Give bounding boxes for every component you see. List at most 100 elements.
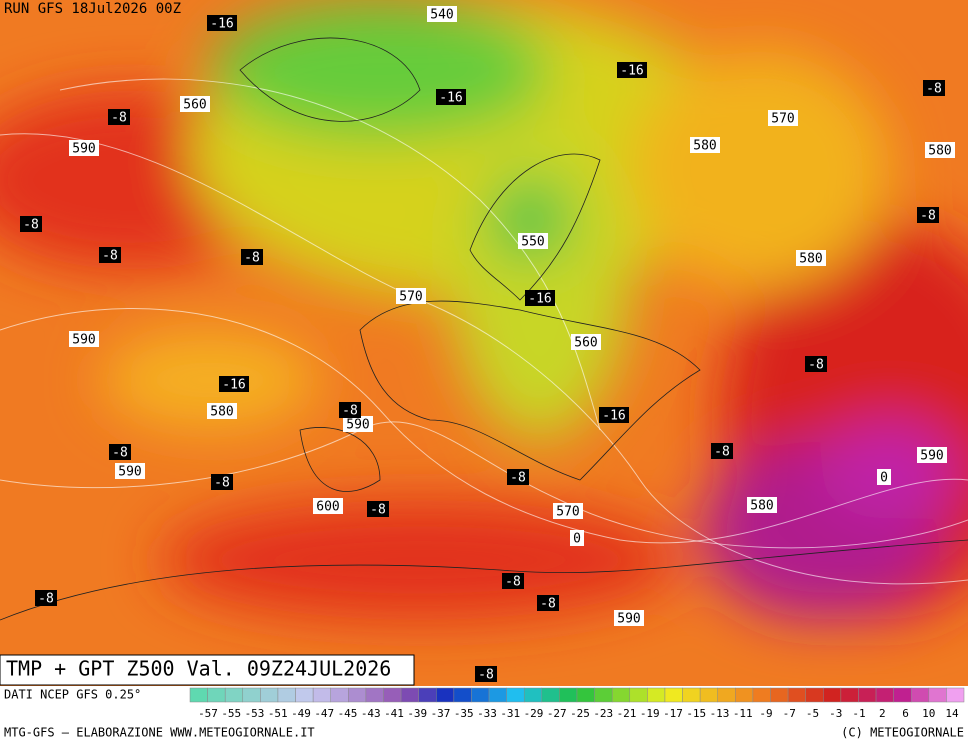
colorbar-swatch: [576, 687, 595, 703]
temp-label-box: [436, 89, 466, 105]
colorbar-label: -57: [198, 707, 218, 720]
height-label: 540: [430, 8, 453, 23]
temp-label: -8: [244, 251, 260, 266]
colorbar-label: -17: [663, 707, 683, 720]
colorbar-swatch: [787, 687, 806, 703]
temp-label: -8: [214, 476, 230, 491]
colorbar-swatch: [594, 687, 613, 703]
colorbar-swatch: [207, 687, 226, 703]
height-label: 570: [771, 112, 794, 127]
temp-label: -8: [926, 82, 942, 97]
temp-label: -16: [620, 64, 643, 79]
colorbar-label: -13: [710, 707, 730, 720]
height-label: 590: [617, 612, 640, 627]
colorbar-label: -47: [314, 707, 334, 720]
colorbar-label: -1: [852, 707, 865, 720]
colorbar-swatch: [471, 687, 490, 703]
height-label-box: [917, 447, 947, 463]
colorbar-swatch: [629, 687, 648, 703]
temp-label: -8: [112, 446, 128, 461]
colorbar-label: -31: [500, 707, 520, 720]
colorbar-label: -39: [407, 707, 427, 720]
colorbar-label: -53: [245, 707, 265, 720]
temp-label: -8: [370, 503, 386, 518]
temp-label: -8: [714, 445, 730, 460]
colorbar-label: -33: [477, 707, 497, 720]
footer-right: (C) METEOGIORNALE: [841, 726, 964, 740]
colorbar-label: -25: [570, 707, 590, 720]
colorbar-label: 6: [902, 707, 909, 720]
height-label-box: [570, 530, 584, 546]
colorbar-swatch: [770, 687, 789, 703]
colorbar-swatch: [312, 687, 331, 703]
colorbar-swatch: [910, 687, 930, 703]
temp-label: -8: [342, 404, 358, 419]
height-label: 0: [573, 532, 581, 547]
height-label-box: [396, 288, 426, 304]
temp-label-box: [99, 247, 121, 263]
colorbar-label: -35: [454, 707, 474, 720]
temp-label: -8: [808, 358, 824, 373]
colorbar-swatch: [277, 687, 296, 703]
colorbar-swatch: [242, 687, 261, 703]
height-label-box: [207, 403, 237, 419]
temp-label-box: [475, 666, 497, 682]
temp-label: -16: [528, 292, 551, 307]
colorbar-swatch: [330, 687, 349, 703]
colorbar-label: -45: [338, 707, 358, 720]
colorbar-swatch: [858, 687, 877, 703]
colorbar-label: -51: [268, 707, 288, 720]
colorbar-label: -55: [221, 707, 241, 720]
height-label: 570: [556, 505, 579, 520]
height-label: 590: [72, 333, 95, 348]
colorbar-swatch: [436, 687, 455, 703]
temp-label: -16: [210, 17, 233, 32]
colorbar-swatch: [418, 687, 437, 703]
height-label-box: [553, 503, 583, 519]
height-label: 580: [928, 144, 951, 159]
height-label: 590: [346, 418, 369, 433]
temp-label-box: [917, 207, 939, 223]
colorbar-swatch: [400, 687, 419, 703]
colorbar-label: -15: [686, 707, 706, 720]
height-label: 580: [210, 405, 233, 420]
colorbar-label: 14: [945, 707, 959, 720]
colorbar-label: 10: [922, 707, 935, 720]
colorbar-swatch: [647, 687, 666, 703]
colorbar-label: -9: [759, 707, 772, 720]
colorbar-swatch: [823, 687, 842, 703]
temp-label-box: [207, 15, 237, 31]
colorbar-label: -43: [361, 707, 381, 720]
temp-label-box: [20, 216, 42, 232]
colorbar-swatch: [523, 687, 543, 703]
temp-label-box: [219, 376, 249, 392]
colorbar-label: -5: [806, 707, 819, 720]
height-label-box: [180, 96, 210, 112]
height-label-box: [796, 250, 826, 266]
height-label-box: [115, 463, 145, 479]
temp-label: -8: [38, 592, 54, 607]
colorbar-label: -7: [783, 707, 796, 720]
colorbar-swatch: [893, 687, 912, 703]
temp-label: -8: [920, 209, 936, 224]
colorbar-swatch: [735, 687, 754, 703]
height-label-box: [768, 110, 798, 126]
temp-label-box: [109, 444, 131, 460]
temp-label-box: [507, 469, 529, 485]
colorbar-swatch: [365, 687, 384, 703]
colorbar-swatch: [453, 687, 472, 703]
height-label: 550: [521, 235, 544, 250]
colorbar-label: -27: [547, 707, 567, 720]
temp-label-box: [35, 590, 57, 606]
title-box: [0, 654, 415, 686]
colorbar-label: -29: [524, 707, 544, 720]
height-label: 590: [72, 142, 95, 157]
colorbar-swatch: [805, 687, 824, 703]
temp-label: -8: [478, 668, 494, 683]
map-field: [0, 0, 968, 686]
height-label: 0: [880, 471, 888, 486]
map-title: TMP + GPT Z500 Val. 09Z24JUL2026: [6, 657, 391, 681]
colorbar-swatch: [699, 687, 718, 703]
height-label: 570: [399, 290, 422, 305]
